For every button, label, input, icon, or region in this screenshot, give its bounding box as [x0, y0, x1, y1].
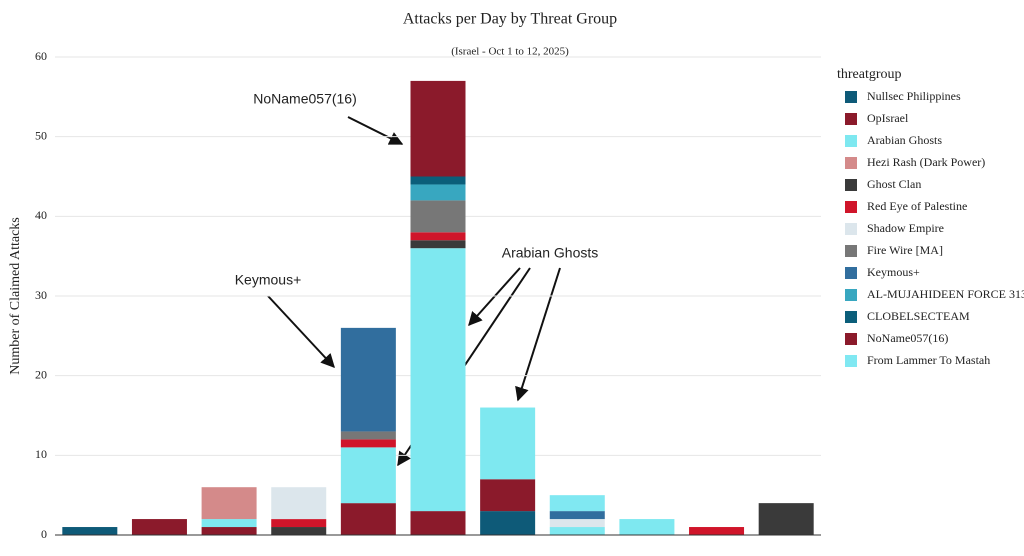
y-tick-label: 20 [35, 367, 47, 381]
bar-segment [549, 519, 605, 528]
bars [62, 80, 814, 535]
bar-segment [340, 327, 396, 432]
bar-segment [340, 439, 396, 448]
bar-segment [410, 184, 466, 201]
legend-swatch [845, 201, 857, 213]
arrow [515, 267, 561, 402]
legend-swatch [845, 157, 857, 169]
legend: Nullsec Philippines OpIsrael Arabian Ghost… [845, 89, 1024, 367]
legend-swatch [845, 245, 857, 257]
legend-label: Shadow Empire [867, 221, 944, 235]
y-tick-label: 0 [41, 527, 47, 541]
chart-subtitle: (Israel - Oct 1 to 12, 2025) [451, 46, 569, 58]
legend-title: threatgroup [837, 67, 902, 82]
legend-label: AL-MUJAHIDEEN FORCE 313 [867, 287, 1024, 301]
bar-segment [410, 200, 466, 233]
y-tick-label: 40 [35, 208, 47, 222]
legend-label: CLOBELSECTEAM [867, 309, 970, 323]
bar-segment [271, 519, 327, 528]
bar-segment [340, 431, 396, 440]
bar-segment [131, 519, 187, 535]
bar-segment [549, 511, 605, 520]
legend-swatch [845, 267, 857, 279]
bar-segment [619, 519, 675, 535]
bar-segment [480, 479, 536, 512]
bar-segment [410, 176, 466, 185]
bar-segment [410, 511, 466, 535]
bar-segment [410, 240, 466, 249]
y-tick-label: 10 [35, 447, 47, 461]
legend-label: Arabian Ghosts [867, 133, 942, 147]
bar-segment [340, 503, 396, 535]
legend-swatch [845, 311, 857, 323]
annotation: Keymous+ [235, 272, 302, 288]
bar-segment [62, 527, 118, 535]
bar-segment [758, 503, 814, 535]
legend-label: From Lammer To Mastah [867, 353, 990, 367]
bar-segment [201, 519, 257, 528]
legend-swatch [845, 355, 857, 367]
legend-label: Fire Wire [MA] [867, 243, 943, 257]
bar-segment [201, 527, 257, 535]
y-tick-label: 60 [35, 49, 47, 63]
legend-label: Nullsec Philippines [867, 89, 961, 103]
bar-segment [340, 447, 396, 504]
legend-swatch [845, 179, 857, 191]
bar-segment [480, 407, 536, 480]
legend-swatch [845, 289, 857, 301]
annotation: Arabian Ghosts [502, 245, 599, 261]
legend-label: Keymous+ [867, 265, 920, 279]
bar-segment [410, 248, 466, 512]
legend-label: Ghost Clan [867, 177, 921, 191]
chart-title: Attacks per Day by Threat Group [403, 11, 617, 28]
y-axis-label: Number of Claimed Attacks [8, 217, 23, 374]
legend-swatch [845, 223, 857, 235]
legend-swatch [845, 333, 857, 345]
bar-segment [410, 80, 466, 177]
y-tick-label: 50 [35, 128, 47, 142]
bar-segment [549, 527, 605, 535]
legend-label: OpIsrael [867, 111, 909, 125]
legend-label: Red Eye of Palestine [867, 199, 967, 213]
arrow [347, 116, 404, 145]
bar-segment [271, 527, 327, 535]
y-tick-label: 30 [35, 288, 47, 302]
legend-label: NoName057(16) [867, 331, 948, 345]
bar-segment [689, 527, 745, 535]
bar-segment [271, 487, 327, 520]
bar-segment [410, 232, 466, 241]
annotation: NoName057(16) [253, 91, 357, 107]
legend-swatch [845, 135, 857, 147]
legend-swatch [845, 91, 857, 103]
bar-segment [480, 511, 536, 535]
legend-label: Hezi Rash (Dark Power) [867, 155, 985, 169]
legend-swatch [845, 113, 857, 125]
bar-segment [549, 495, 605, 512]
bar-segment [201, 487, 257, 520]
arrow [267, 295, 335, 369]
